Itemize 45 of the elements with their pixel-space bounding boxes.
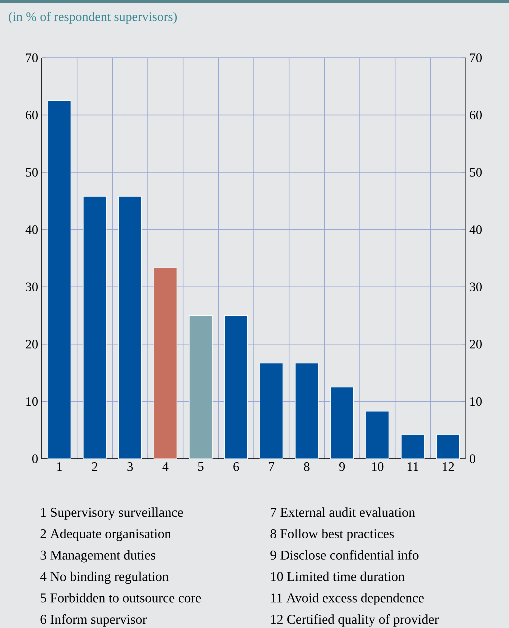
y2-tick-label: 30 — [26, 282, 38, 292]
text: 2 Adequate organisation — [40, 529, 172, 542]
x-tick-label: 8 — [304, 462, 310, 472]
x-tick-label: 9 — [340, 462, 346, 472]
y-tick-label: 50 — [470, 168, 482, 177]
text: 4 No binding regulation — [40, 572, 169, 584]
y-tick-label: 70 — [470, 54, 482, 62]
bar — [401, 434, 425, 459]
text: 3 Management duties — [40, 550, 156, 563]
y2-tick-label: 50 — [26, 168, 38, 177]
y2-tick-label: 70 — [26, 54, 38, 62]
chart-title: (in % of respondent supervisors) — [9, 12, 178, 24]
y2-tick-label: 10 — [26, 397, 38, 406]
y2-tick-label: 40 — [26, 225, 38, 234]
x-tick-label: 10 — [372, 462, 384, 472]
text: 10 Limited time duration — [271, 572, 405, 582]
text: 12 Certified quality of provider — [271, 614, 439, 627]
y-tick-label: 20 — [470, 340, 482, 349]
x-tick-label: 1 — [58, 462, 62, 472]
text: 9 Disclose confidential info — [270, 550, 419, 560]
y-tick-label: 60 — [470, 110, 482, 120]
y-tick-label: 0 — [470, 454, 476, 464]
x-tick-label: 2 — [92, 462, 98, 472]
x-tick-label: 12 — [443, 462, 454, 472]
text: 5 Forbidden to outsource core — [40, 593, 202, 603]
x-tick-label: 7 — [269, 462, 275, 471]
bar — [189, 315, 213, 459]
text: 6 Inform supervisor — [40, 614, 147, 627]
text: 11 Avoid excess dependence — [271, 593, 424, 606]
x-tick-label: 11 — [408, 462, 418, 472]
y2-tick-label: 60 — [26, 110, 38, 120]
y-tick-label: 40 — [470, 225, 482, 234]
text: 1 Supervisory surveillance — [41, 508, 184, 520]
text: 8 Follow best practices — [270, 529, 394, 542]
y2-tick-label: 0 — [32, 454, 38, 464]
x-tick-label: 4 — [162, 462, 169, 472]
x-tick-label: 6 — [234, 462, 240, 472]
x-tick-label: 3 — [128, 462, 134, 472]
y-tick-label: 30 — [470, 282, 482, 292]
y2-tick-label: 20 — [26, 340, 38, 349]
bar — [83, 196, 107, 459]
text: 7 External audit evaluation — [271, 508, 416, 518]
bar — [295, 363, 319, 459]
x-tick-label: 5 — [198, 462, 204, 472]
y-tick-label: 10 — [470, 397, 482, 406]
